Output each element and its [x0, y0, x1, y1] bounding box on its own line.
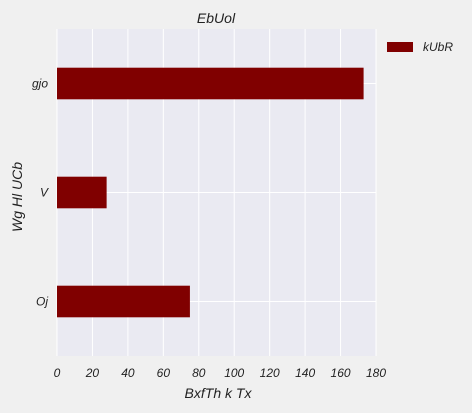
y-axis-label: Wg Hl UCb	[9, 162, 25, 232]
x-tick-label: 60	[157, 366, 171, 380]
y-tick-label: gjo	[32, 77, 48, 91]
chart-title: EbUol	[197, 10, 236, 26]
legend: kUbR	[387, 40, 453, 54]
x-tick-label: 100	[224, 366, 244, 380]
bar	[57, 67, 364, 100]
legend-label: kUbR	[423, 40, 453, 54]
bar	[57, 285, 190, 318]
x-tick-label: 140	[295, 366, 315, 380]
legend-swatch	[387, 42, 413, 52]
x-tick-label: 80	[192, 366, 206, 380]
x-tick-label: 180	[366, 366, 386, 380]
ticks-layer: 0 20 40 60 80 100 120 140 160 180 gjo V Oj	[32, 77, 386, 381]
x-tick-label: 160	[331, 366, 351, 380]
x-tick-label: 40	[121, 366, 135, 380]
x-axis-label: BxfTh k Tx	[185, 385, 253, 401]
x-tick-label: 120	[260, 366, 280, 380]
bars-layer	[57, 67, 364, 318]
x-tick-label: 20	[85, 366, 100, 380]
x-tick-label: 0	[54, 366, 61, 380]
y-tick-label: V	[40, 186, 49, 200]
bar	[57, 176, 107, 209]
y-tick-label: Oj	[36, 295, 48, 309]
